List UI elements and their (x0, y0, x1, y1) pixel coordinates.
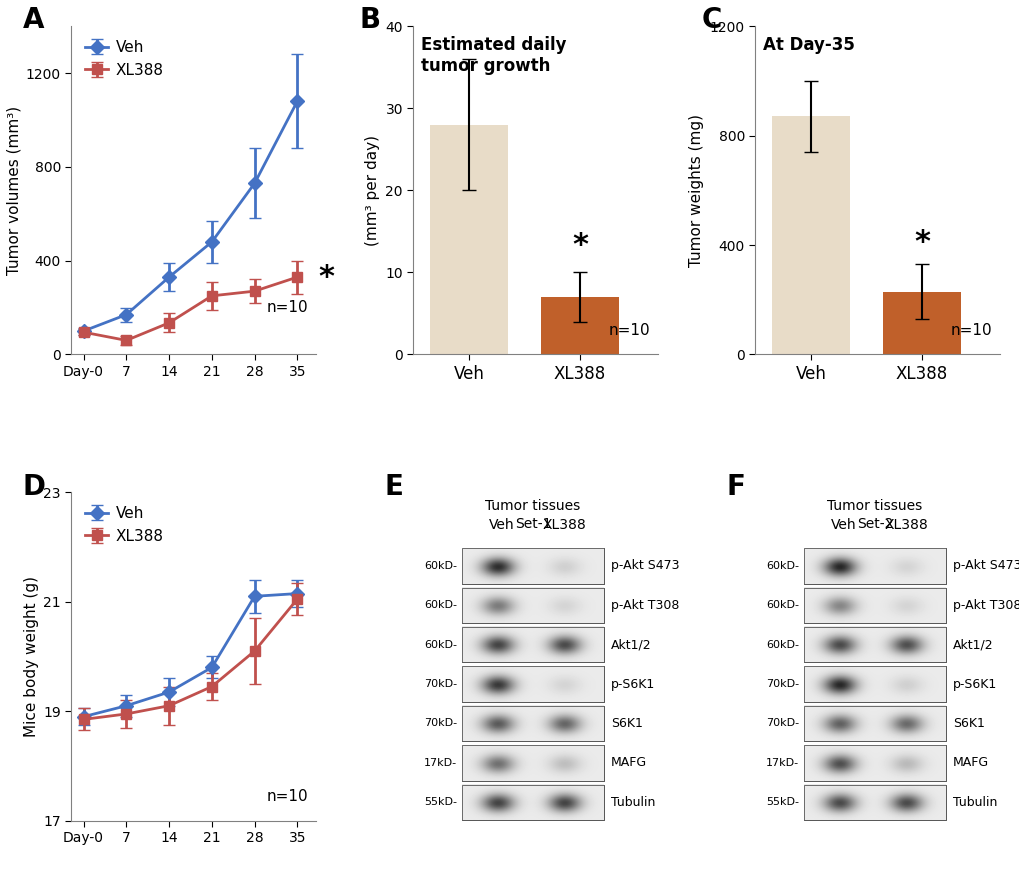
Bar (882, 292, 960, 354)
Text: *: * (572, 231, 587, 260)
Text: S6K1: S6K1 (610, 717, 642, 730)
Bar (803, 705, 945, 741)
Text: C: C (701, 6, 721, 35)
Text: p-S6K1: p-S6K1 (953, 677, 997, 691)
Text: Veh: Veh (488, 518, 515, 532)
Bar (803, 548, 945, 584)
Text: n=10: n=10 (950, 323, 991, 338)
Text: 55kD-: 55kD- (765, 797, 799, 808)
Y-axis label: Mice body weight (g): Mice body weight (g) (24, 576, 39, 737)
Bar (430, 125, 507, 354)
Bar (803, 588, 945, 623)
Bar (462, 666, 603, 702)
Bar (803, 666, 945, 702)
Bar (803, 746, 945, 780)
Text: 60kD-: 60kD- (424, 640, 457, 650)
Bar (803, 785, 945, 820)
Bar (462, 548, 603, 584)
Bar (803, 705, 945, 741)
Text: F: F (726, 472, 744, 500)
Legend: Veh, XL388: Veh, XL388 (78, 500, 169, 550)
Bar (803, 548, 945, 584)
Text: 17kD-: 17kD- (424, 758, 457, 768)
Text: n=10: n=10 (608, 323, 650, 338)
Text: Tubulin: Tubulin (953, 795, 997, 808)
Bar (462, 588, 603, 623)
Bar (462, 666, 603, 702)
Text: B: B (360, 6, 380, 35)
Text: 70kD-: 70kD- (424, 679, 457, 689)
Text: n=10: n=10 (266, 300, 308, 315)
Text: p-S6K1: p-S6K1 (610, 677, 655, 691)
Text: 60kD-: 60kD- (765, 640, 799, 650)
Text: MAFG: MAFG (953, 756, 988, 769)
Text: p-Akt T308: p-Akt T308 (610, 599, 679, 612)
Text: *: * (318, 263, 334, 292)
Text: 17kD-: 17kD- (765, 758, 799, 768)
Legend: Veh, XL388: Veh, XL388 (78, 34, 169, 84)
Bar (803, 746, 945, 780)
Text: Akt1/2: Akt1/2 (953, 638, 993, 651)
Text: Tubulin: Tubulin (610, 795, 655, 808)
Bar (803, 627, 945, 663)
Text: Veh: Veh (830, 518, 856, 532)
Text: p-Akt T308: p-Akt T308 (953, 599, 1019, 612)
Text: *: * (913, 229, 929, 258)
Text: S6K1: S6K1 (953, 717, 984, 730)
Text: 70kD-: 70kD- (765, 718, 799, 728)
Text: XL388: XL388 (542, 518, 586, 532)
Text: 70kD-: 70kD- (765, 679, 799, 689)
Text: 60kD-: 60kD- (424, 560, 457, 571)
Y-axis label: Tumor weights (mg): Tumor weights (mg) (689, 113, 703, 267)
Bar (803, 588, 945, 623)
Bar (462, 746, 603, 780)
Bar (462, 627, 603, 663)
Text: XL388: XL388 (883, 518, 927, 532)
Bar (540, 297, 619, 354)
Bar (803, 785, 945, 820)
Bar (462, 588, 603, 623)
Text: p-Akt S473: p-Akt S473 (953, 560, 1019, 573)
Text: D: D (22, 472, 46, 500)
Text: Set-2: Set-2 (856, 517, 893, 531)
Bar (462, 785, 603, 820)
Text: Akt1/2: Akt1/2 (610, 638, 651, 651)
Bar (462, 705, 603, 741)
Text: 60kD-: 60kD- (765, 601, 799, 610)
Bar (803, 666, 945, 702)
Text: Tumor tissues: Tumor tissues (826, 498, 922, 513)
Text: 55kD-: 55kD- (424, 797, 457, 808)
Y-axis label: (mm³ per day): (mm³ per day) (365, 134, 379, 246)
Text: At Day-35: At Day-35 (762, 36, 854, 54)
Bar (462, 785, 603, 820)
Text: 60kD-: 60kD- (765, 560, 799, 571)
Text: Set-1: Set-1 (515, 517, 550, 531)
Text: p-Akt S473: p-Akt S473 (610, 560, 679, 573)
Bar (771, 116, 849, 354)
Bar (462, 627, 603, 663)
Text: Estimated daily
tumor growth: Estimated daily tumor growth (420, 36, 566, 75)
Bar (462, 746, 603, 780)
Text: 60kD-: 60kD- (424, 601, 457, 610)
Bar (803, 627, 945, 663)
Text: Tumor tissues: Tumor tissues (485, 498, 580, 513)
Text: 70kD-: 70kD- (424, 718, 457, 728)
Bar (462, 548, 603, 584)
Text: A: A (22, 6, 44, 35)
Bar (462, 705, 603, 741)
Text: E: E (384, 472, 403, 500)
Text: MAFG: MAFG (610, 756, 647, 769)
Y-axis label: Tumor volumes (mm³): Tumor volumes (mm³) (7, 106, 21, 275)
Text: n=10: n=10 (266, 789, 308, 804)
